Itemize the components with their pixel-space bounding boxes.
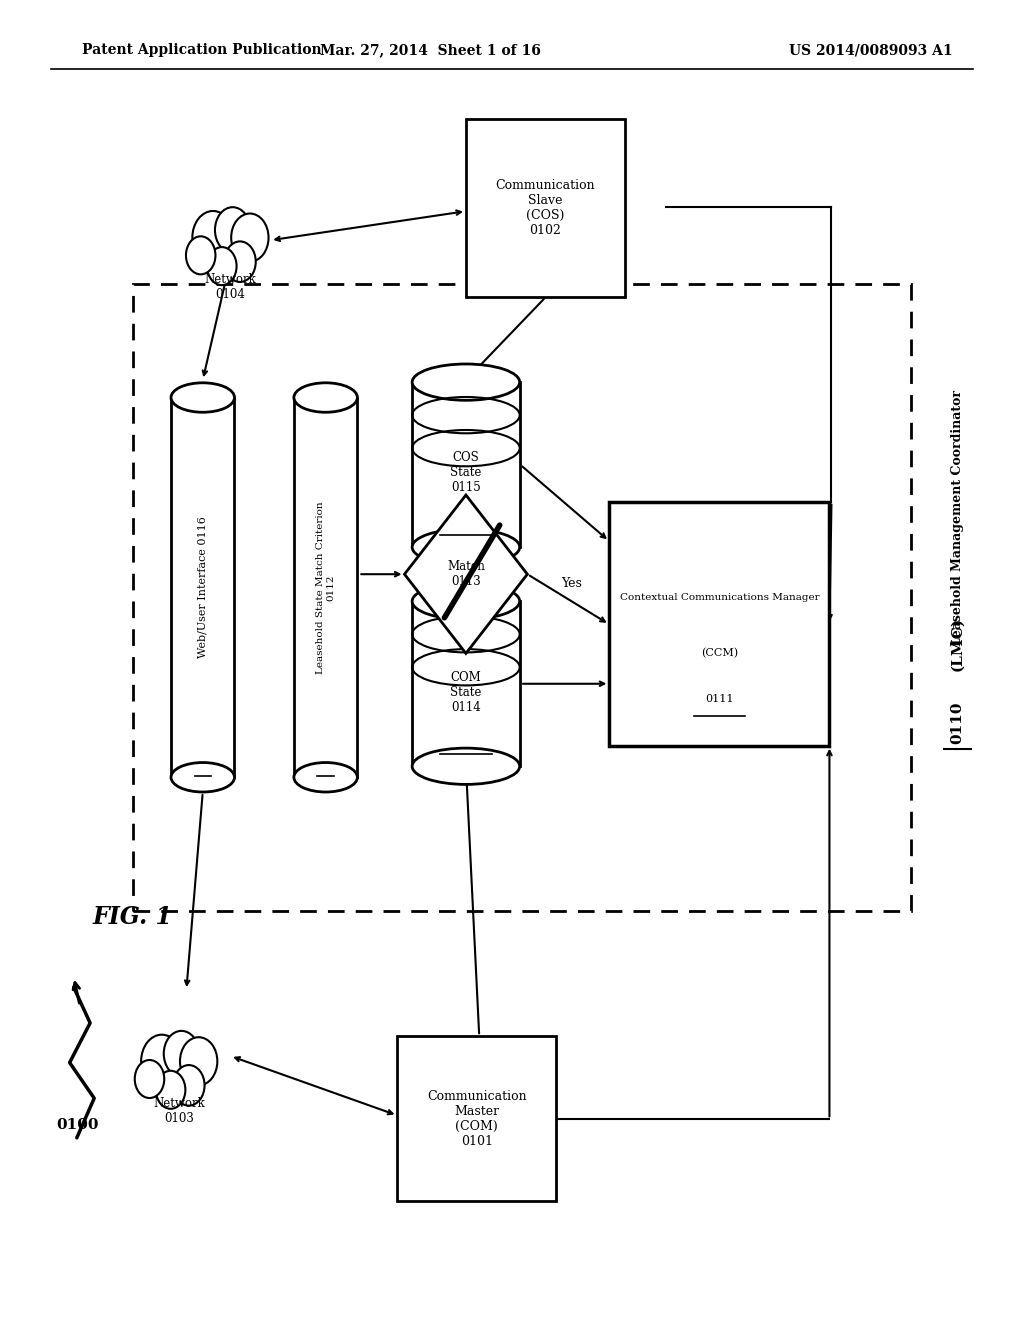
Ellipse shape <box>294 383 357 412</box>
FancyBboxPatch shape <box>412 383 520 546</box>
Circle shape <box>215 207 250 253</box>
Text: US 2014/0089093 A1: US 2014/0089093 A1 <box>788 44 952 57</box>
Text: Contextual Communications Manager: Contextual Communications Manager <box>620 593 819 602</box>
Ellipse shape <box>412 583 520 619</box>
FancyBboxPatch shape <box>609 502 829 746</box>
Text: Mar. 27, 2014  Sheet 1 of 16: Mar. 27, 2014 Sheet 1 of 16 <box>319 44 541 57</box>
Ellipse shape <box>412 748 520 784</box>
Text: Leasehold State Match Criterion
0112: Leasehold State Match Criterion 0112 <box>316 502 335 673</box>
Circle shape <box>156 1071 185 1109</box>
Circle shape <box>186 236 215 275</box>
Text: Communication
Master
(COM)
0101: Communication Master (COM) 0101 <box>427 1090 526 1147</box>
FancyBboxPatch shape <box>171 397 234 777</box>
Circle shape <box>193 211 233 264</box>
Text: Communication
Slave
(COS)
0102: Communication Slave (COS) 0102 <box>496 180 595 236</box>
Text: 0100: 0100 <box>56 1118 99 1131</box>
Circle shape <box>207 247 237 285</box>
Text: 0110: 0110 <box>950 701 965 744</box>
Ellipse shape <box>412 529 520 565</box>
Circle shape <box>164 1031 199 1077</box>
Text: Network
0104: Network 0104 <box>205 273 256 301</box>
Circle shape <box>141 1035 182 1088</box>
FancyBboxPatch shape <box>397 1036 556 1201</box>
Circle shape <box>180 1038 217 1085</box>
Text: Patent Application Publication: Patent Application Publication <box>82 44 322 57</box>
Text: (LMC): (LMC) <box>950 616 965 671</box>
FancyBboxPatch shape <box>294 397 357 777</box>
Text: COS
State
0115: COS State 0115 <box>451 451 481 495</box>
Text: COM
State
0114: COM State 0114 <box>451 671 481 714</box>
Text: Web/User Interface 0116: Web/User Interface 0116 <box>198 516 208 659</box>
Text: FIG. 1: FIG. 1 <box>92 906 172 929</box>
Ellipse shape <box>412 364 520 400</box>
Text: Yes: Yes <box>561 577 582 590</box>
Text: Network
0103: Network 0103 <box>154 1097 205 1125</box>
Circle shape <box>135 1060 164 1098</box>
FancyBboxPatch shape <box>412 602 520 766</box>
Circle shape <box>231 214 268 261</box>
Text: 0111: 0111 <box>706 694 733 704</box>
Circle shape <box>173 1065 205 1106</box>
Ellipse shape <box>294 763 357 792</box>
Ellipse shape <box>171 383 234 412</box>
Circle shape <box>224 242 256 282</box>
Text: Match
0113: Match 0113 <box>447 560 484 589</box>
Polygon shape <box>404 495 527 653</box>
Text: (CCM): (CCM) <box>700 648 738 657</box>
Ellipse shape <box>171 763 234 792</box>
Text: Leasehold Management Coordinator: Leasehold Management Coordinator <box>951 391 964 645</box>
FancyBboxPatch shape <box>133 284 911 911</box>
FancyBboxPatch shape <box>466 119 625 297</box>
